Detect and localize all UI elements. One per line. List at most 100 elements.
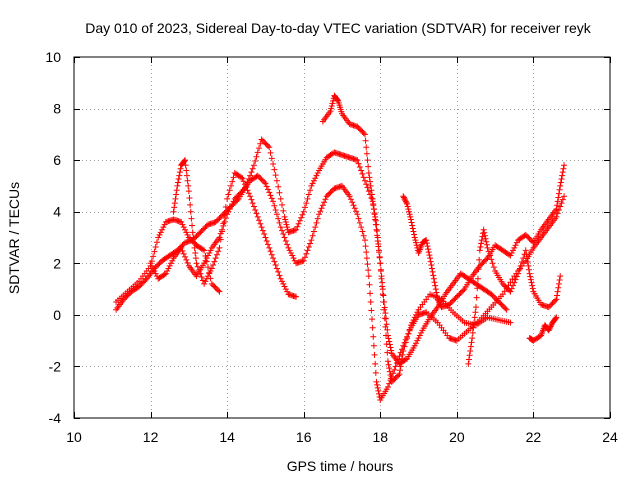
data-point <box>476 262 483 269</box>
data-point <box>182 162 189 169</box>
data-point <box>211 258 218 265</box>
data-point <box>374 232 381 239</box>
data-point <box>160 224 167 231</box>
y-tick-label: 0 <box>53 307 61 323</box>
data-point <box>303 200 310 207</box>
data-point <box>258 176 265 183</box>
data-point <box>471 314 478 321</box>
data-point <box>367 182 374 189</box>
data-point <box>122 295 129 302</box>
data-point <box>503 306 510 313</box>
data-point <box>300 257 307 264</box>
data-point <box>147 260 154 267</box>
data-point <box>479 260 486 267</box>
data-point <box>406 208 412 215</box>
data-point <box>516 266 523 273</box>
data-point <box>301 204 308 211</box>
data-point <box>367 290 374 297</box>
data-point <box>368 191 375 198</box>
data-point <box>553 296 560 303</box>
data-point <box>478 240 485 247</box>
data-point <box>281 283 288 290</box>
series-track-h <box>526 314 560 344</box>
data-point <box>175 179 182 186</box>
data-point <box>554 198 561 205</box>
y-tick-label: 8 <box>53 101 61 117</box>
data-point <box>497 300 504 307</box>
data-point <box>316 211 323 218</box>
data-point <box>266 244 273 251</box>
data-point <box>312 175 319 182</box>
data-point <box>416 332 423 339</box>
chart-title: Day 010 of 2023, Sidereal Day-to-day VTE… <box>85 20 591 36</box>
data-point <box>211 283 218 290</box>
data-point <box>273 177 280 184</box>
data-point <box>400 193 407 200</box>
data-point <box>225 191 232 198</box>
data-point <box>359 128 366 135</box>
data-point <box>494 297 501 304</box>
data-point <box>256 145 263 152</box>
data-point <box>270 255 277 262</box>
data-point <box>418 329 425 336</box>
data-point <box>356 126 363 133</box>
data-point <box>203 255 210 262</box>
data-point <box>355 215 362 222</box>
data-point <box>372 360 379 367</box>
data-point <box>432 286 439 293</box>
data-point <box>474 285 481 292</box>
data-point <box>485 248 492 255</box>
data-point <box>507 288 514 295</box>
data-point <box>366 174 373 181</box>
data-point <box>363 181 370 188</box>
data-point <box>555 206 562 213</box>
data-point <box>409 225 416 232</box>
data-point <box>166 262 173 269</box>
data-point <box>193 233 200 240</box>
data-point <box>276 189 283 196</box>
plot-frame <box>73 56 611 419</box>
data-point <box>368 307 375 314</box>
data-point <box>296 217 303 224</box>
data-point <box>272 262 279 269</box>
data-point <box>293 226 300 233</box>
data-point <box>435 298 442 305</box>
data-point <box>365 163 372 170</box>
data-point <box>383 315 390 322</box>
data-point <box>427 255 434 262</box>
data-point <box>383 321 390 328</box>
y-axis-label: SDTVAR / TECUs <box>6 182 22 294</box>
data-point <box>359 170 366 177</box>
data-point <box>285 244 292 251</box>
data-point <box>123 293 130 300</box>
data-point <box>423 240 430 247</box>
data-point <box>151 248 158 255</box>
data-point <box>125 291 132 298</box>
data-point <box>248 169 255 176</box>
data-point <box>252 158 259 165</box>
data-point <box>455 292 462 299</box>
data-point <box>524 255 531 262</box>
data-point <box>549 300 556 307</box>
data-point <box>510 247 517 254</box>
data-point <box>397 349 404 356</box>
data-point <box>183 172 190 179</box>
data-point <box>556 277 563 284</box>
data-point <box>502 283 509 290</box>
data-point <box>153 239 160 246</box>
data-point <box>370 200 377 207</box>
data-point <box>215 216 222 223</box>
data-point <box>303 250 310 257</box>
data-point <box>183 256 190 263</box>
data-point <box>487 252 494 259</box>
data-point <box>408 219 415 226</box>
data-point <box>201 225 208 232</box>
data-point <box>272 172 279 179</box>
data-point <box>365 170 372 177</box>
data-point <box>488 256 495 263</box>
data-point <box>148 262 155 269</box>
data-point <box>277 275 284 282</box>
data-point <box>213 286 220 293</box>
data-point <box>202 257 209 264</box>
data-point <box>410 228 417 235</box>
